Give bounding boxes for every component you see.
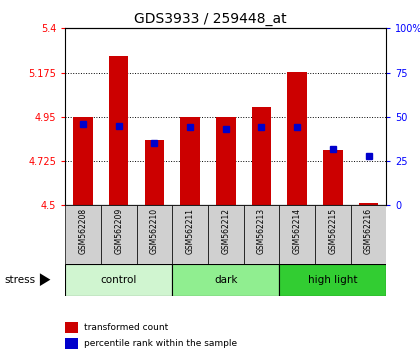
Bar (323, 150, 343, 205)
Text: GDS3933 / 259448_at: GDS3933 / 259448_at (134, 12, 286, 27)
Bar (359, 203, 378, 205)
Bar (101, 205, 136, 264)
Bar (172, 205, 208, 264)
Text: GSM562211: GSM562211 (186, 208, 194, 254)
Bar (144, 141, 164, 205)
Text: GSM562208: GSM562208 (79, 208, 87, 255)
Bar (136, 205, 172, 264)
Bar (208, 205, 244, 264)
Bar (252, 107, 271, 205)
Bar (109, 56, 129, 205)
Text: GSM562212: GSM562212 (221, 208, 230, 254)
Polygon shape (40, 273, 50, 286)
Text: percentile rank within the sample: percentile rank within the sample (84, 339, 237, 348)
Text: stress: stress (4, 275, 35, 285)
Text: GSM562213: GSM562213 (257, 208, 266, 255)
Bar (279, 264, 386, 296)
Bar (65, 322, 78, 333)
Bar (315, 205, 351, 264)
Text: dark: dark (214, 275, 237, 285)
Bar (216, 117, 236, 205)
Bar (180, 117, 200, 205)
Bar (172, 264, 279, 296)
Text: transformed count: transformed count (84, 323, 168, 332)
Text: GSM562214: GSM562214 (293, 208, 302, 255)
Text: GSM562216: GSM562216 (364, 208, 373, 255)
Text: GSM562215: GSM562215 (328, 208, 337, 255)
Bar (287, 72, 307, 205)
Text: high light: high light (308, 275, 357, 285)
Bar (244, 205, 279, 264)
Bar (351, 205, 386, 264)
Text: control: control (100, 275, 137, 285)
Text: GSM562209: GSM562209 (114, 208, 123, 255)
Bar (65, 205, 101, 264)
Text: GSM562210: GSM562210 (150, 208, 159, 255)
Bar (73, 117, 93, 205)
Bar (279, 205, 315, 264)
Bar (65, 338, 78, 349)
Bar (65, 264, 172, 296)
